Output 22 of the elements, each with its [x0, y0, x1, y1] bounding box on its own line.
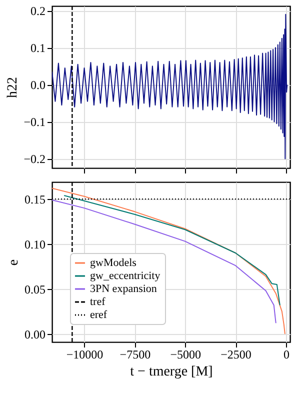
- x-axis-title: t − tmerge [M]: [130, 364, 213, 380]
- y-tick-label: 0.05: [24, 282, 46, 296]
- x-tick-label: −5000: [170, 348, 202, 362]
- y-tick-label: 0.15: [24, 192, 46, 207]
- y-axis-title: h22: [6, 77, 21, 98]
- y-tick-label: 0.1: [30, 41, 46, 56]
- legend-label: 3PN expansion: [90, 283, 158, 295]
- x-tick-label: 0: [283, 348, 290, 362]
- legend-label: gwModels: [90, 257, 136, 269]
- y-tick-label: −0.2: [24, 152, 46, 166]
- y-axis-title: e: [6, 259, 22, 266]
- y-tick-label: 0.0: [30, 78, 46, 92]
- y-tick-label: 0.10: [24, 238, 46, 252]
- y-tick-label: 0.00: [24, 327, 46, 342]
- y-tick-label: 0.2: [30, 4, 46, 18]
- x-tick-label: −7500: [120, 348, 151, 362]
- y-tick-label: −0.1: [24, 115, 46, 130]
- ref-line-label: tref: [90, 296, 106, 308]
- legend-label: gw_eccentricity: [90, 270, 161, 282]
- x-tick-label: −2500: [220, 348, 252, 362]
- x-tick-label: −10000: [66, 348, 104, 362]
- legend-label: eref: [90, 309, 108, 321]
